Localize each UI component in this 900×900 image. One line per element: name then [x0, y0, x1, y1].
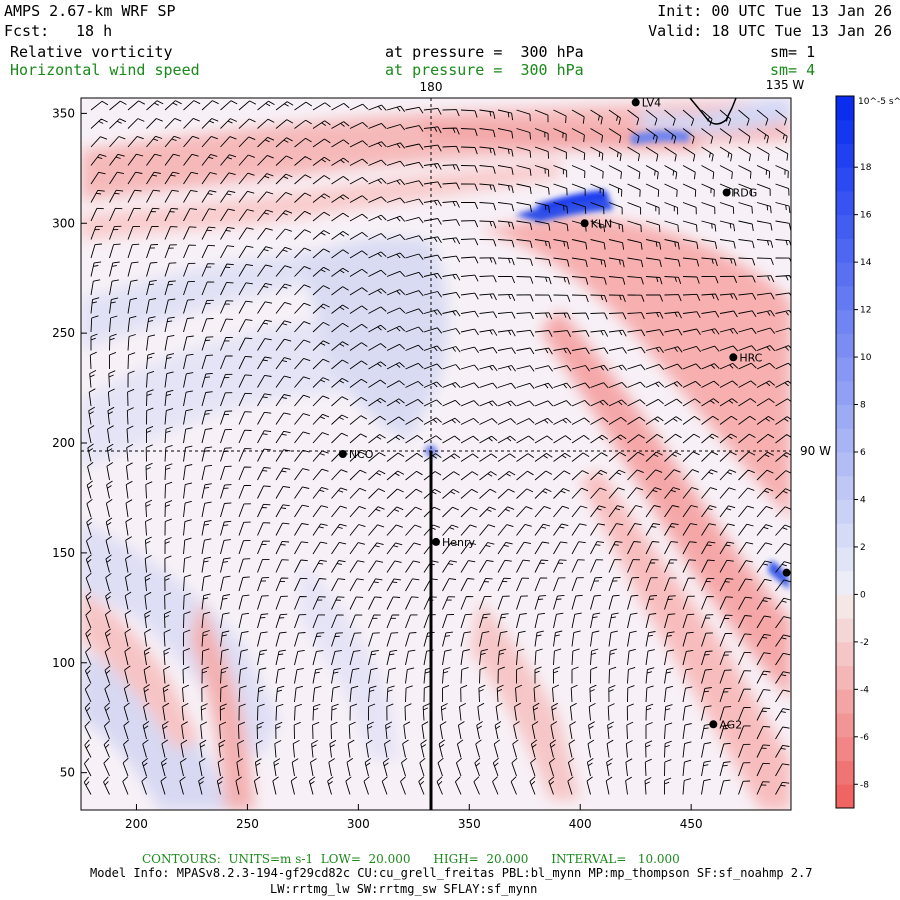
- colorbar-segment: [836, 238, 854, 263]
- colorbar-segment: [836, 760, 854, 785]
- field2-name: Horizontal wind speed: [10, 61, 200, 79]
- forecast-hours: 18 h: [76, 22, 113, 40]
- colorbar-segment: [836, 618, 854, 643]
- colorbar-tick-label: -4: [860, 685, 869, 695]
- colorbar-tick-label: 16: [860, 211, 872, 221]
- colorbar-segment: [836, 190, 854, 216]
- init-time: Init: 00 UTC Tue 13 Jan 26: [657, 2, 892, 20]
- colorbar-segment: [836, 96, 854, 121]
- colorbar-segment: [836, 262, 854, 287]
- meridian-label-135w: 135 W: [766, 78, 805, 92]
- colorbar-segment: [836, 333, 854, 358]
- y-tick-label: 100: [52, 656, 75, 670]
- colorbar-tick-label: 14: [860, 258, 872, 268]
- colorbar-segment: [836, 428, 854, 453]
- axes: 200 250 300 350 400 450 50 100 150 200 250 300 350: [52, 106, 703, 831]
- wind-barbs: [83, 100, 791, 795]
- station-marker: [631, 98, 640, 107]
- colorbar-segment: [836, 499, 854, 524]
- x-tick-label: 200: [125, 817, 148, 831]
- field1-name: Relative vorticity: [10, 43, 173, 61]
- station-label: RDG: [733, 186, 758, 199]
- colorbar-segment: [836, 665, 854, 690]
- station-label: AG2: [719, 718, 742, 731]
- colorbar-tick-label: -6: [860, 733, 869, 743]
- colorbar-segment: [836, 475, 854, 500]
- field1-smoothing: sm= 1: [770, 43, 816, 61]
- colorbar-segment: [836, 546, 854, 572]
- field2-level: at pressure = 300 hPa: [385, 61, 584, 79]
- station-marker: [432, 537, 440, 546]
- colorbar-segment: [836, 119, 854, 144]
- colorbar-segment: [836, 713, 854, 738]
- model-title: AMPS 2.67-km WRF SP: [4, 2, 176, 20]
- contours-info: CONTOURS: UNITS=m s-1 LOW= 20.000 HIGH= …: [142, 852, 680, 866]
- x-tick-label: 300: [347, 817, 370, 831]
- colorbar-tick-label: -8: [860, 780, 869, 790]
- vorticity-field: [81, 98, 791, 810]
- colorbar-segment: [836, 404, 854, 429]
- x-tick-label: 450: [680, 817, 703, 831]
- stations: LV4 RDG KLN HRC NCO Henry AG2: [338, 96, 791, 731]
- colorbar-segment: [836, 523, 854, 548]
- colorbar-tick-label: 4: [860, 495, 866, 505]
- colorbar-segment: [836, 309, 854, 334]
- wind-barb-paths: [83, 100, 791, 795]
- colorbar: 10^-5 s^-1 18 16 14 12 10 8 6 4 2 0 -2 -4 -6 -8: [835, 95, 900, 809]
- model-info-physics: LW:rrtmg_lw SW:rrtmg_sw SFLAY:sf_mynn: [270, 882, 538, 896]
- valid-time: Valid: 18 UTC Tue 13 Jan 26: [648, 22, 892, 40]
- colorbar-tick-label: 0: [860, 590, 866, 600]
- colorbar-segment: [836, 570, 854, 595]
- meridian-label-180: 180: [420, 80, 443, 94]
- forecast-label: Fcst:: [4, 22, 50, 40]
- field2-smoothing: sm= 4: [770, 61, 816, 79]
- meridian-label-90w: 90 W: [800, 444, 831, 458]
- y-tick-label: 300: [52, 216, 75, 230]
- colorbar-segment: [836, 380, 854, 406]
- station-label: LV4: [642, 96, 661, 109]
- colorbar-segment: [836, 736, 854, 762]
- y-tick-label: 150: [52, 546, 75, 560]
- x-tick-label: 400: [569, 817, 592, 831]
- colorbar-segment: [836, 285, 854, 311]
- station-marker: [782, 568, 791, 577]
- colorbar-segment: [836, 784, 854, 809]
- colorbar-tick-label: 18: [860, 163, 872, 173]
- colorbar-segment: [836, 143, 854, 168]
- station-marker: [709, 720, 718, 729]
- y-tick-label: 250: [52, 326, 75, 340]
- station-marker: [729, 353, 738, 362]
- station-label: HRC: [739, 351, 762, 364]
- station-label: NCO: [349, 448, 374, 461]
- station-marker: [722, 188, 731, 197]
- y-tick-label: 200: [52, 436, 75, 450]
- colorbar-unit: 10^-5 s^-1: [858, 97, 900, 107]
- colorbar-tick-label: 8: [860, 401, 866, 411]
- station-marker: [580, 219, 589, 228]
- colorbar-segment: [836, 357, 854, 382]
- colorbar-segment: [836, 167, 854, 192]
- colorbar-tick-label: 6: [860, 448, 866, 458]
- x-tick-label: 350: [458, 817, 481, 831]
- field1-level: at pressure = 300 hPa: [385, 43, 584, 61]
- plot-frame: [80, 97, 792, 811]
- colorbar-segment: [836, 689, 854, 714]
- station-label: KLN: [591, 217, 613, 230]
- colorbar-tick-label: 2: [860, 543, 866, 553]
- y-tick-label: 50: [60, 766, 75, 780]
- colorbar-segment: [836, 641, 854, 667]
- colorbar-tick-label: 10: [860, 353, 872, 363]
- station-label: Henry: [442, 536, 476, 549]
- x-tick-label: 250: [236, 817, 259, 831]
- model-info: Model Info: MPASv8.2.3-194-gf29cd82c CU:…: [90, 866, 813, 880]
- coastline: [689, 97, 737, 125]
- y-tick-label: 350: [52, 106, 75, 120]
- colorbar-tick-label: -2: [860, 638, 869, 648]
- colorbar-segment: [836, 214, 854, 239]
- colorbar-tick-label: 12: [860, 306, 871, 316]
- colorbar-segment: [836, 452, 854, 477]
- station-marker: [338, 450, 347, 458]
- colorbar-segment: [836, 594, 854, 619]
